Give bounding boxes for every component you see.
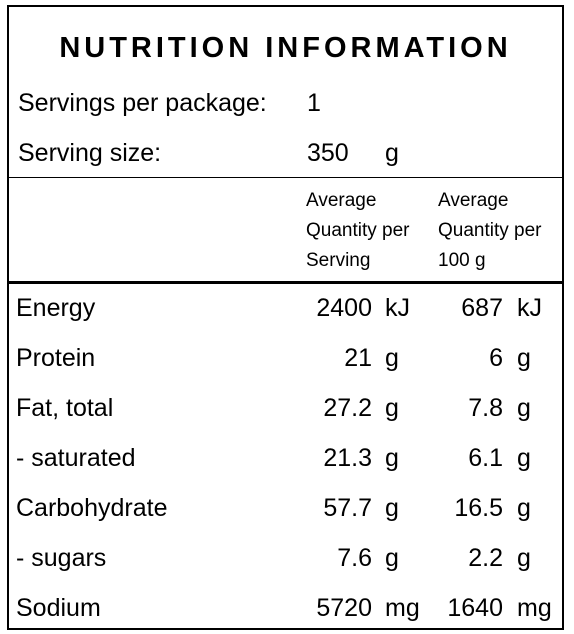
nutrient-name: Fat, total [16,394,114,422]
per-100g-value: 2.2 [468,544,503,572]
column-header: Average [306,190,377,211]
column-header: Quantity per [306,220,410,241]
per-serving-value: 21.3 [323,444,372,472]
per-serving-unit: g [385,394,399,422]
column-header: 100 g [438,250,486,271]
per-serving-unit: kJ [385,294,410,322]
per-100g-unit: g [517,344,531,372]
servings-label: Servings per package: [18,89,267,117]
divider [9,177,562,178]
nutrient-name: Energy [16,294,96,322]
per-100g-value: 6.1 [468,444,503,472]
per-100g-value: 1640 [447,594,503,622]
per-100g-value: 7.8 [468,394,503,422]
per-serving-unit: g [385,344,399,372]
nutrient-name: Carbohydrate [16,494,168,522]
serving-size-unit: g [385,139,399,167]
per-serving-unit: g [385,494,399,522]
per-serving-value: 27.2 [323,394,372,422]
per-100g-unit: g [517,394,531,422]
per-serving-value: 7.6 [337,544,372,572]
servings-value: 1 [307,89,321,117]
per-100g-unit: g [517,544,531,572]
divider-thick [9,281,562,284]
column-header: Average [438,190,509,211]
per-100g-value: 6 [489,344,503,372]
title: NUTRITION INFORMATION [59,32,512,64]
per-serving-value: 21 [344,344,372,372]
per-serving-value: 57.7 [323,494,372,522]
serving-size-value: 350 [307,139,349,167]
column-header: Quantity per [438,220,542,241]
serving-size-label: Serving size: [18,139,162,167]
nutrient-name: Protein [16,344,96,372]
per-100g-unit: g [517,494,531,522]
per-serving-unit: g [385,444,399,472]
per-serving-value: 2400 [316,294,372,322]
per-100g-unit: kJ [517,294,542,322]
per-100g-value: 687 [461,294,503,322]
per-serving-unit: g [385,544,399,572]
per-100g-unit: mg [517,594,552,622]
per-serving-value: 5720 [316,594,372,622]
nutrition-panel: NUTRITION INFORMATION Servings per packa… [7,5,564,630]
per-100g-value: 16.5 [454,494,503,522]
per-serving-unit: mg [385,594,420,622]
nutrient-name: - sugars [16,544,107,572]
per-100g-unit: g [517,444,531,472]
column-header: Serving [306,250,371,271]
nutrient-name: - saturated [16,444,136,472]
nutrient-name: Sodium [16,594,101,622]
